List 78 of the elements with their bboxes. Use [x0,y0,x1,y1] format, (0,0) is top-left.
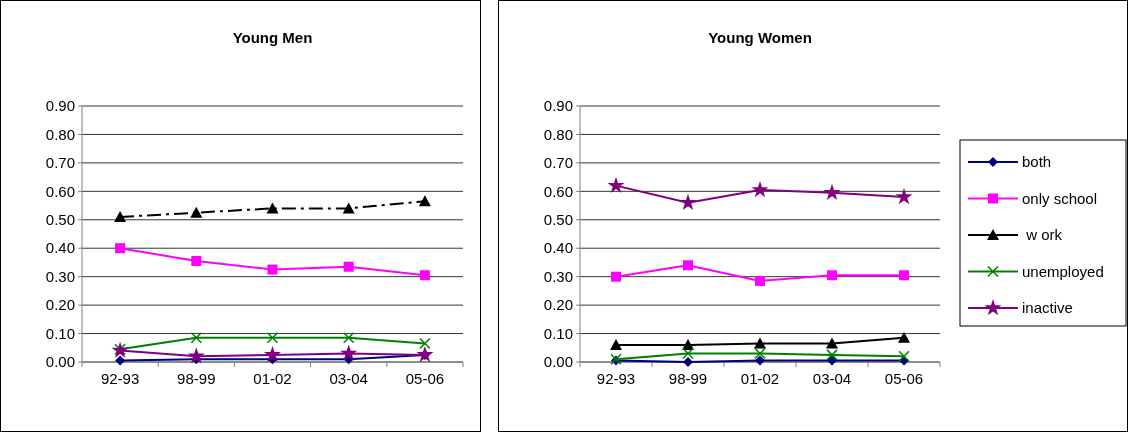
point [826,349,838,361]
point [754,347,766,360]
point [898,350,910,363]
point [418,195,431,207]
y-tick-label: 0.20 [543,296,573,314]
y-tick-label: 0.10 [45,324,75,342]
point [755,355,765,366]
x-tick-label: 01-02 [253,370,292,387]
y-tick-label: 0.50 [45,211,75,229]
y-tick-label: 0.60 [45,182,75,200]
legend-label: both [1022,153,1052,171]
x-tick-label: 98-99 [177,370,216,387]
point [115,243,126,254]
y-tick-label: 0.20 [45,296,75,314]
legend-label: inactive [1022,299,1073,317]
point [191,256,202,267]
x-tick-label: 03-04 [329,370,368,387]
point [342,202,355,214]
y-tick-label: 0.80 [543,125,573,143]
y-tick-label: 0.90 [45,97,75,115]
point [895,188,913,205]
point [343,261,354,272]
legend-label: w ork [1022,226,1063,244]
point [682,338,694,350]
y-tick-label: 0.30 [45,267,75,285]
point [114,210,127,222]
y-tick-label: 0.50 [543,211,573,229]
y-tick-label: 0.10 [543,324,573,342]
point [682,347,694,360]
point [607,176,625,193]
y-tick-label: 0.30 [543,267,573,285]
x-tick-label: 03-04 [812,370,852,387]
y-tick-label: 0.80 [45,125,75,143]
point [416,345,434,363]
point [266,202,279,214]
y-tick-label: 0.60 [543,182,573,200]
y-tick-label: 0.90 [543,97,573,115]
y-tick-label: 0.40 [543,239,573,257]
point [827,355,837,366]
point [263,345,282,363]
point [187,347,205,364]
x-tick-label: 05-06 [405,370,445,387]
legend-label: unemployed [1022,262,1104,280]
y-tick-label: 0.70 [45,154,75,172]
point [823,183,841,200]
point [751,180,769,198]
chart-title: Young Women [708,29,812,46]
point [683,260,693,271]
x-tick-label: 01-02 [740,370,780,387]
point [190,332,203,344]
point [610,338,622,350]
point [267,264,278,275]
y-tick-label: 0.00 [45,353,75,371]
point [190,206,203,218]
y-tick-label: 0.70 [543,154,573,172]
point [340,344,358,361]
point [419,337,431,350]
point [115,355,126,366]
x-tick-label: 92-93 [100,370,140,387]
point [419,270,430,281]
point [342,332,355,344]
x-tick-label: 05-06 [884,370,924,387]
x-tick-label: 92-93 [596,370,636,387]
point [754,337,766,349]
point [683,357,693,367]
point [611,271,621,282]
point [755,275,765,286]
point [266,332,279,344]
y-tick-label: 0.40 [45,239,75,257]
y-tick-label: 0.00 [543,353,573,371]
point [679,193,697,210]
x-tick-label: 98-99 [668,370,708,387]
point [827,270,837,281]
legend-label: only school [1022,189,1098,207]
point [898,331,910,343]
chart-title: Young Men [232,29,313,46]
point [899,270,909,281]
point [826,337,838,349]
